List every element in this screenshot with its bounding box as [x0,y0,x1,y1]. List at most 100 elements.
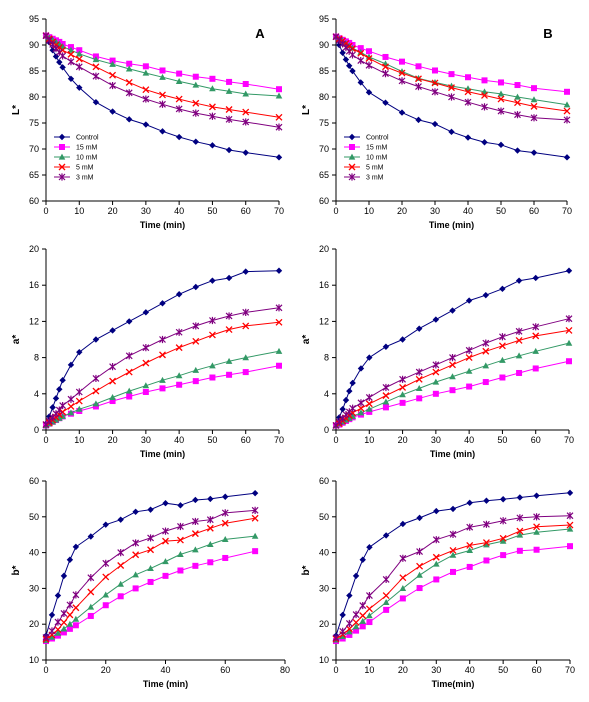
data-point [209,85,216,92]
data-point [416,395,423,402]
data-point [433,507,440,515]
x-tick-label: 40 [174,206,184,216]
x-tick-label: 0 [43,435,48,445]
data-point [159,91,166,99]
data-point [207,495,214,503]
data-point [125,368,133,376]
data-point [432,67,438,74]
data-point [399,336,406,343]
data-point [499,285,506,293]
data-point [416,571,423,578]
data-point [365,405,373,412]
y-tick-label: 8 [34,353,39,363]
data-point [75,55,83,63]
series-10-mm [332,525,574,643]
data-point [191,517,199,526]
legend-entry: 5 mM [54,163,94,172]
data-point [117,516,124,523]
data-point [142,95,150,103]
data-point [142,359,150,367]
data-point [466,499,473,507]
data-point [276,362,282,369]
data-point [87,574,95,582]
data-point [516,531,524,538]
data-point [52,395,60,402]
data-point [109,394,116,401]
data-point [382,343,390,350]
series-10-mm [42,532,259,643]
legend-entry: 3 mM [54,173,94,182]
data-point [175,344,183,352]
data-point [275,347,283,354]
data-point [175,105,183,113]
data-point [225,326,233,334]
data-point [52,53,60,60]
data-point [142,388,149,395]
data-point [352,610,360,619]
data-point [60,618,68,626]
data-point [566,358,572,365]
data-point [352,623,360,630]
y-tick-label: 60 [29,476,39,486]
data-point [162,558,169,565]
data-point [132,585,139,592]
legend: Control 15 mM 10 mM 5 mM 3 mM [54,133,99,182]
data-point [415,63,422,70]
data-point [514,111,521,119]
data-point [466,563,473,570]
data-point [222,493,229,500]
data-point [48,611,56,619]
y-tick-label: 40 [319,548,329,558]
data-point [117,549,125,557]
data-point [192,322,200,330]
data-point [177,522,184,531]
data-point [466,541,474,549]
x-tick-label: 70 [274,435,284,445]
data-point [465,354,473,362]
data-point [365,393,373,402]
data-point [225,106,233,113]
data-point [532,347,540,354]
data-point [448,84,455,92]
data-point [466,383,473,390]
data-point [132,551,140,559]
data-point [192,496,199,504]
data-point [75,405,83,412]
data-point [465,367,473,374]
data-point [142,121,150,128]
x-tick-label: 70 [274,206,284,216]
data-point [175,95,183,103]
data-point [345,625,353,633]
data-point [532,365,539,372]
data-point [54,618,62,626]
data-point [147,546,155,554]
y-tick-label: 12 [29,316,39,326]
data-point [67,361,75,369]
data-point [449,505,457,513]
data-point [399,554,407,562]
data-point [221,519,229,527]
data-point [500,552,507,559]
data-point [339,405,346,413]
data-point [276,86,282,93]
y-tick-label: 16 [319,280,329,290]
x-tick-label: 20 [397,206,407,216]
data-point [516,547,523,554]
y-tick-label: 90 [319,40,329,50]
data-point [399,595,406,602]
x-tick-label: 10 [364,665,374,675]
data-point [75,397,83,405]
series-15-mm [333,358,572,429]
data-point [366,619,373,626]
data-point [102,559,110,567]
x-tick-label: 10 [74,206,84,216]
data-point [177,567,184,574]
data-point [242,90,250,97]
x-tick-label: 70 [562,206,572,216]
data-point [398,69,406,77]
data-point [415,83,422,91]
legend-marker [348,133,356,141]
data-point [67,403,75,410]
data-point [225,146,233,154]
